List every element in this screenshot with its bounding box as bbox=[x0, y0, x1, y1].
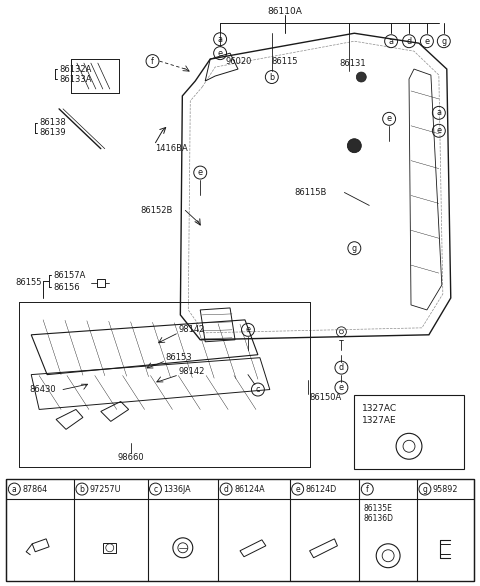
Text: g: g bbox=[352, 244, 357, 253]
Text: d: d bbox=[224, 485, 228, 493]
Text: 86136D: 86136D bbox=[363, 515, 393, 523]
Text: e: e bbox=[436, 126, 441, 135]
Text: a: a bbox=[389, 37, 394, 46]
Text: 1336JA: 1336JA bbox=[164, 485, 191, 493]
Text: 86139: 86139 bbox=[39, 128, 66, 137]
Text: 1327AE: 1327AE bbox=[362, 416, 397, 425]
Text: b: b bbox=[269, 73, 275, 81]
Text: f: f bbox=[151, 57, 154, 66]
Text: 86430: 86430 bbox=[29, 385, 56, 394]
Text: e: e bbox=[217, 49, 223, 57]
Text: 86138: 86138 bbox=[39, 118, 66, 127]
Text: 86155: 86155 bbox=[15, 278, 42, 287]
Circle shape bbox=[348, 139, 361, 153]
Text: 86152B: 86152B bbox=[141, 206, 173, 215]
Text: e: e bbox=[295, 485, 300, 493]
Text: a: a bbox=[217, 35, 223, 44]
Text: 1327AC: 1327AC bbox=[362, 404, 397, 413]
Text: 86133A: 86133A bbox=[59, 74, 92, 84]
Text: a: a bbox=[436, 108, 441, 117]
Text: 95892: 95892 bbox=[433, 485, 458, 493]
Text: 86150A: 86150A bbox=[310, 393, 342, 402]
Text: 98660: 98660 bbox=[117, 453, 144, 462]
Text: e: e bbox=[424, 37, 430, 46]
Text: d: d bbox=[339, 363, 344, 372]
Text: 86156: 86156 bbox=[53, 282, 80, 291]
Text: 87864: 87864 bbox=[22, 485, 48, 493]
Text: c: c bbox=[154, 485, 157, 493]
Text: 86132A: 86132A bbox=[59, 64, 91, 74]
Text: a: a bbox=[12, 485, 17, 493]
Bar bbox=[97, 279, 105, 287]
Text: f: f bbox=[366, 485, 369, 493]
Text: 96020: 96020 bbox=[225, 57, 252, 66]
Text: b: b bbox=[80, 485, 84, 493]
Text: e: e bbox=[245, 325, 251, 335]
Text: 86135E: 86135E bbox=[363, 505, 392, 513]
Text: 97257U: 97257U bbox=[90, 485, 121, 493]
Bar bbox=[6, 479, 474, 581]
Text: 1416BA: 1416BA bbox=[156, 144, 188, 153]
Text: 86131: 86131 bbox=[339, 59, 366, 67]
Text: g: g bbox=[441, 37, 446, 46]
Text: 86115: 86115 bbox=[272, 57, 298, 66]
Text: e: e bbox=[198, 168, 203, 177]
Circle shape bbox=[356, 72, 366, 82]
Text: 98142: 98142 bbox=[179, 325, 205, 335]
Text: 86124D: 86124D bbox=[306, 485, 337, 493]
Text: 86115B: 86115B bbox=[295, 188, 327, 197]
Text: e: e bbox=[386, 114, 392, 123]
Text: 86124A: 86124A bbox=[234, 485, 264, 493]
Bar bbox=[354, 394, 464, 469]
Text: d: d bbox=[407, 37, 411, 46]
Text: g: g bbox=[422, 485, 427, 493]
Text: 86157A: 86157A bbox=[53, 271, 85, 280]
Text: e: e bbox=[339, 383, 344, 392]
Text: c: c bbox=[256, 385, 260, 394]
Text: 86153: 86153 bbox=[166, 353, 192, 362]
Text: 86110A: 86110A bbox=[267, 7, 302, 16]
Text: 98142: 98142 bbox=[179, 367, 205, 376]
